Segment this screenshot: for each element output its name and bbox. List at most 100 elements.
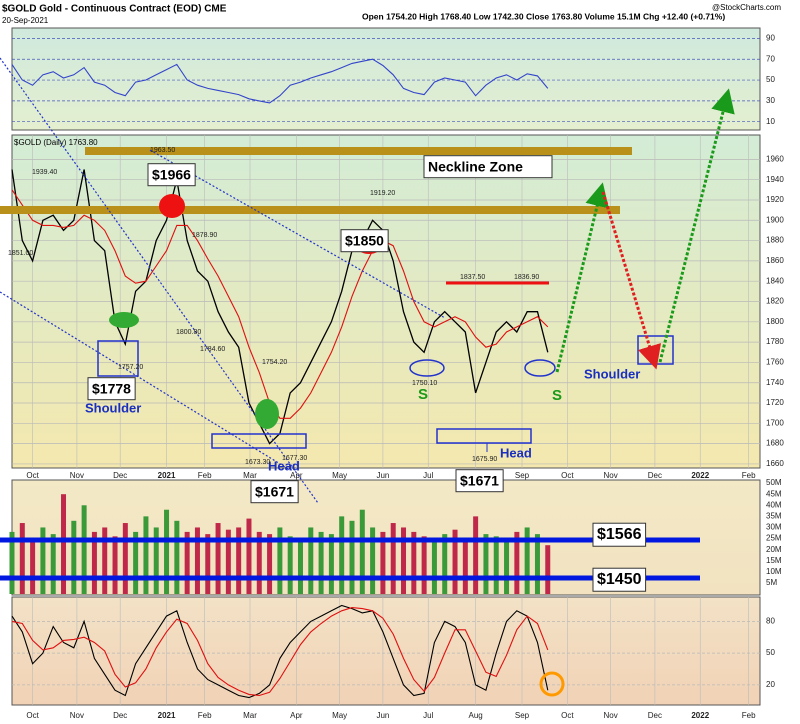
y-tick-label: 1880 bbox=[766, 236, 784, 245]
volume-bar bbox=[9, 531, 15, 594]
volume-bar bbox=[205, 534, 211, 594]
y-tick-label: 10M bbox=[766, 567, 782, 576]
volume-bar bbox=[452, 529, 458, 594]
marker bbox=[524, 359, 556, 377]
y-tick-label: 1840 bbox=[766, 276, 784, 285]
volume-bar bbox=[102, 527, 108, 594]
y-tick-label: 70 bbox=[766, 54, 775, 63]
y-tick-label: 50 bbox=[766, 648, 775, 657]
x-tick-label: May bbox=[332, 711, 347, 720]
y-tick-label: 30M bbox=[766, 523, 782, 532]
x-tick-label: Nov bbox=[70, 711, 84, 720]
volume-bar bbox=[359, 509, 365, 594]
annotation: S bbox=[552, 387, 562, 404]
volume-bar bbox=[122, 523, 128, 594]
trend-line bbox=[0, 57, 319, 504]
y-tick-label: 1820 bbox=[766, 297, 784, 306]
volume-bar bbox=[19, 523, 25, 594]
volume-bar bbox=[318, 531, 324, 594]
x-tick-label: 2022 bbox=[691, 711, 709, 720]
annotation: $1850 bbox=[345, 233, 384, 249]
annotation: Head bbox=[500, 445, 532, 460]
annotation-box bbox=[87, 377, 136, 401]
legend-entry: $GOLD (Daily) 1763.80 bbox=[14, 138, 98, 147]
price-label: 1878.90 bbox=[192, 232, 217, 239]
volume-bar bbox=[81, 505, 87, 594]
x-tick-label: Jun bbox=[376, 471, 389, 480]
volume-bar bbox=[524, 527, 530, 594]
volume-bar bbox=[339, 516, 345, 594]
y-tick-label: 1760 bbox=[766, 358, 784, 367]
x-tick-label: Dec bbox=[113, 471, 127, 480]
annotation-box bbox=[250, 480, 299, 504]
annotation-box bbox=[592, 567, 647, 592]
y-tick-label: 5M bbox=[766, 578, 777, 587]
x-tick-label: Oct bbox=[561, 711, 574, 720]
arrow bbox=[555, 182, 609, 373]
x-tick-label: Dec bbox=[648, 471, 662, 480]
volume-bar bbox=[225, 529, 231, 594]
box bbox=[436, 428, 532, 444]
x-tick-label: Dec bbox=[648, 711, 662, 720]
volume-bar bbox=[473, 516, 479, 594]
price-label: 1673.30 bbox=[245, 459, 270, 466]
price-label: 1963.50 bbox=[150, 147, 175, 154]
annotation: $1671 bbox=[460, 473, 499, 489]
x-tick-label: Aug bbox=[469, 711, 483, 720]
volume-bar bbox=[30, 538, 36, 594]
volume-bar bbox=[133, 531, 139, 594]
x-tick-label: Nov bbox=[603, 471, 617, 480]
volume-bar bbox=[91, 531, 97, 594]
price-label: 1757.20 bbox=[118, 364, 143, 371]
volume-bar bbox=[493, 536, 499, 594]
x-tick-label: Oct bbox=[26, 471, 39, 480]
x-tick-label: 2021 bbox=[158, 711, 176, 720]
stochastic-panel bbox=[11, 596, 761, 706]
credit: @StockCharts.com bbox=[712, 3, 781, 12]
rsi-panel bbox=[11, 27, 761, 131]
volume-bar bbox=[297, 538, 303, 594]
x-tick-label: 2021 bbox=[158, 471, 176, 480]
annotation: Shoulder bbox=[85, 400, 141, 415]
volume-bar bbox=[112, 536, 118, 594]
price-label: 1677.30 bbox=[282, 455, 307, 462]
price-label: 1851.00 bbox=[8, 250, 33, 257]
volume-bar bbox=[308, 527, 314, 594]
y-tick-label: 1680 bbox=[766, 439, 784, 448]
y-tick-label: 1920 bbox=[766, 195, 784, 204]
x-tick-label: Feb bbox=[198, 711, 212, 720]
volume-bar bbox=[545, 545, 551, 594]
annotation: $1671 bbox=[255, 484, 294, 500]
y-tick-label: 1800 bbox=[766, 317, 784, 326]
price-label: 1784.60 bbox=[200, 346, 225, 353]
volume-bar bbox=[390, 523, 396, 594]
x-tick-label: Sep bbox=[515, 711, 530, 720]
x-tick-label: Mar bbox=[243, 711, 257, 720]
y-tick-label: 25M bbox=[766, 534, 782, 543]
volume-bar bbox=[246, 518, 252, 594]
x-tick-label: Mar bbox=[243, 471, 257, 480]
volume-bar bbox=[370, 527, 376, 594]
quote: Open 1754.20 High 1768.40 Low 1742.30 Cl… bbox=[362, 11, 725, 21]
marker bbox=[159, 194, 185, 218]
volume-bar bbox=[215, 523, 221, 594]
annotation-box bbox=[455, 469, 504, 493]
x-tick-label: Jul bbox=[423, 471, 433, 480]
price-label: 1919.20 bbox=[370, 190, 395, 197]
series-line bbox=[11, 607, 549, 697]
volume-bar bbox=[401, 527, 407, 594]
annotation-box bbox=[592, 522, 647, 547]
volume-bar bbox=[71, 520, 77, 594]
x-tick-label: Oct bbox=[26, 711, 39, 720]
annotation: Head bbox=[268, 458, 300, 473]
price-label: 1837.50 bbox=[460, 274, 485, 281]
annotation-box bbox=[423, 155, 553, 179]
date: 20-Sep-2021 bbox=[2, 16, 49, 25]
y-tick-label: 40M bbox=[766, 500, 782, 509]
x-tick-label: Sep bbox=[515, 471, 530, 480]
arrow bbox=[601, 191, 662, 370]
y-tick-label: 1940 bbox=[766, 175, 784, 184]
trend-line bbox=[0, 291, 291, 471]
x-tick-label: Feb bbox=[742, 711, 756, 720]
price-label: 1939.40 bbox=[32, 169, 57, 176]
